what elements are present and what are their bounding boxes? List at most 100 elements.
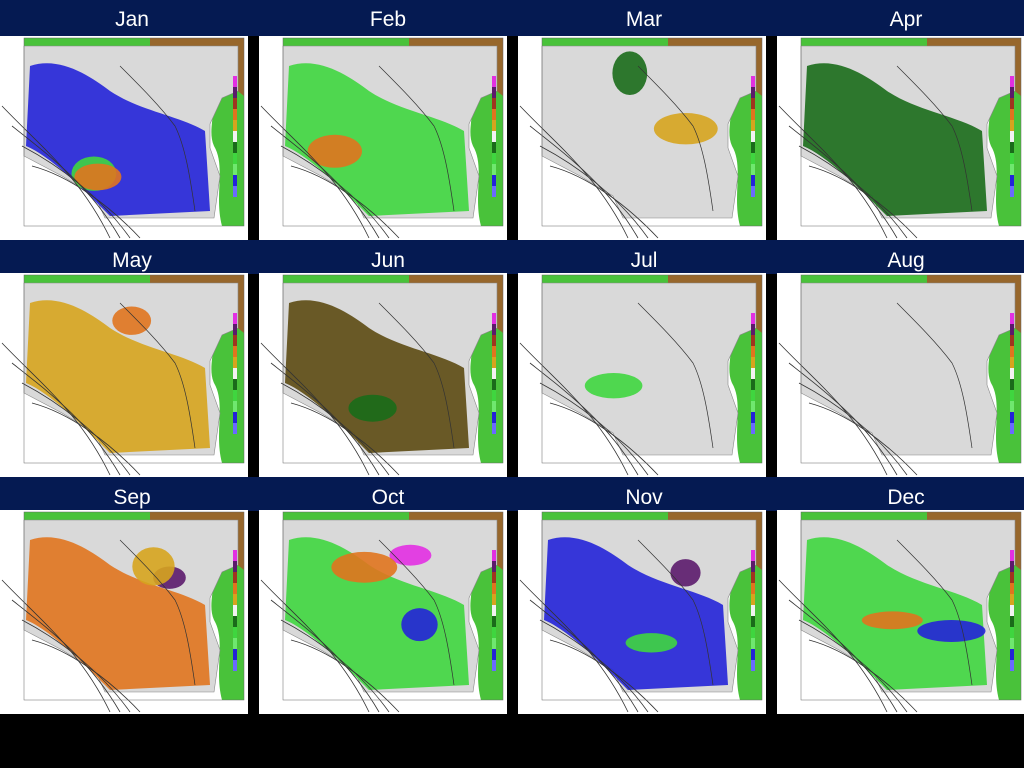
colorbar-segment <box>1010 368 1014 379</box>
colorbar-segment <box>233 561 237 572</box>
isobath-line <box>119 539 196 686</box>
colorbar-segment <box>1010 164 1014 175</box>
isobath-line <box>529 599 639 713</box>
colorbar-segment <box>751 120 755 131</box>
colorbar-segment <box>233 120 237 131</box>
colorbar-segment <box>233 335 237 346</box>
month-label-jul: Jul <box>630 249 658 272</box>
anomaly-patch-orange <box>861 611 923 630</box>
isobath-line <box>549 639 659 713</box>
colorbar-segment <box>751 605 755 616</box>
isobath-line <box>539 619 649 713</box>
title-band-row-2 <box>0 240 1024 274</box>
colorbar-segment <box>233 401 237 412</box>
isobath-line <box>788 599 898 713</box>
colorbar-segment <box>492 368 496 379</box>
colorbar-segment <box>751 142 755 153</box>
colorbar-segment <box>1010 120 1014 131</box>
colorbar-segment <box>751 346 755 357</box>
colorbar-segment <box>1010 186 1014 197</box>
map-panel-apr <box>777 36 1024 240</box>
month-label-apr: Apr <box>889 8 923 31</box>
month-label-feb: Feb <box>369 8 407 31</box>
colorbar-segment <box>1010 594 1014 605</box>
isobath-line <box>788 125 898 239</box>
colorbar-segment <box>492 313 496 324</box>
colorbar-segment <box>233 583 237 594</box>
colorbar-segment <box>751 550 755 561</box>
isobath-line <box>378 65 455 212</box>
plot-frame <box>23 274 245 464</box>
colorbar-segment <box>751 324 755 335</box>
isobath-line <box>1 105 111 239</box>
isobath-line <box>31 165 141 239</box>
colorbar-segment <box>492 660 496 671</box>
colorbar-segment <box>492 335 496 346</box>
isobath-line <box>378 539 455 686</box>
colorbar-segment <box>751 175 755 186</box>
plot-frame <box>800 37 1022 227</box>
colorbar-segment <box>492 357 496 368</box>
isobath-line <box>539 145 649 239</box>
isobath-line <box>529 125 639 239</box>
colorbar-segment <box>1010 616 1014 627</box>
month-label-nov: Nov <box>625 486 663 509</box>
month-label-aug: Aug <box>887 249 925 272</box>
colorbar-segment <box>751 98 755 109</box>
colorbar-segment <box>492 346 496 357</box>
colorbar-segment <box>233 616 237 627</box>
isobath-line <box>290 402 400 476</box>
colorbar-segment <box>233 131 237 142</box>
title-band-row-3 <box>0 477 1024 511</box>
isobath-line <box>260 579 370 713</box>
colorbar-segment <box>492 87 496 98</box>
colorbar-segment <box>492 390 496 401</box>
month-label-oct: Oct <box>371 486 405 509</box>
colorbar-segment <box>1010 649 1014 660</box>
colorbar-segment <box>492 324 496 335</box>
colorbar-segment <box>1010 131 1014 142</box>
colorbar-segment <box>233 164 237 175</box>
month-label-may: May <box>112 249 152 272</box>
isobath-line <box>280 382 390 476</box>
isobath-line <box>119 65 196 212</box>
plot-frame <box>282 511 504 701</box>
isobath-line <box>11 125 121 239</box>
isobath-line <box>896 302 973 449</box>
map-panel-dec <box>777 510 1024 714</box>
colorbar-segment <box>1010 346 1014 357</box>
isobath-line <box>270 362 380 476</box>
colorbar-segment <box>233 142 237 153</box>
isobath-line <box>1 342 111 476</box>
colorbar-segment <box>751 153 755 164</box>
colorbar-segment <box>233 649 237 660</box>
isobath-line <box>896 65 973 212</box>
colorbar-segment <box>492 550 496 561</box>
isobath-line <box>549 402 659 476</box>
isobath-line <box>21 382 131 476</box>
colorbar-segment <box>492 594 496 605</box>
colorbar-segment <box>751 627 755 638</box>
colorbar-segment <box>233 572 237 583</box>
colorbar-segment <box>492 186 496 197</box>
plot-frame <box>282 274 504 464</box>
isobath-line <box>778 105 888 239</box>
isobath-line <box>378 302 455 449</box>
colorbar-segment <box>751 412 755 423</box>
colorbar-segment <box>1010 175 1014 186</box>
colorbar-segment <box>751 561 755 572</box>
map-panel-feb <box>259 36 507 240</box>
colorbar-segment <box>492 616 496 627</box>
colorbar-segment <box>751 616 755 627</box>
colorbar-segment <box>751 594 755 605</box>
plot-frame <box>541 274 763 464</box>
map-panel-jun <box>259 273 507 477</box>
colorbar-segment <box>1010 583 1014 594</box>
colorbar-segment <box>492 175 496 186</box>
colorbar-segment <box>751 379 755 390</box>
colorbar-segment <box>492 561 496 572</box>
map-panel-sep <box>0 510 248 714</box>
map-panel-jul <box>518 273 766 477</box>
isobath-line <box>260 105 370 239</box>
colorbar-segment <box>233 605 237 616</box>
